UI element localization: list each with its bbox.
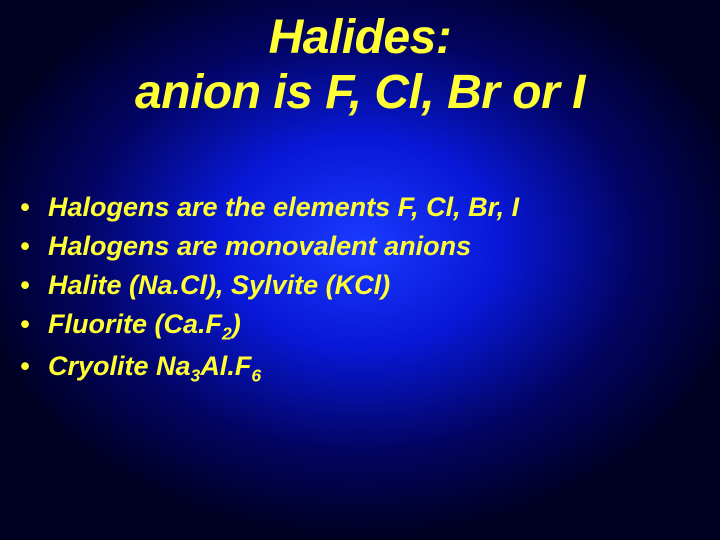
list-item: • Halogens are monovalent anions <box>20 227 700 266</box>
bullet-list: • Halogens are the elements F, Cl, Br, I… <box>20 188 700 389</box>
list-item: • Halogens are the elements F, Cl, Br, I <box>20 188 700 227</box>
title-line-2: anion is F, Cl, Br or I <box>135 66 585 119</box>
bullet-icon: • <box>20 347 48 386</box>
title-line-1: Halides: <box>269 11 452 64</box>
bullet-text: Halite (Na.Cl), Sylvite (KCl) <box>48 266 390 305</box>
bullet-icon: • <box>20 305 48 344</box>
bullet-icon: • <box>20 227 48 266</box>
list-item: • Cryolite Na3Al.F6 <box>20 347 700 389</box>
list-item: • Fluorite (Ca.F2) <box>20 305 700 347</box>
bullet-text: Halogens are the elements F, Cl, Br, I <box>48 188 519 227</box>
bullet-text: Halogens are monovalent anions <box>48 227 471 266</box>
bullet-icon: • <box>20 188 48 227</box>
list-item: • Halite (Na.Cl), Sylvite (KCl) <box>20 266 700 305</box>
bullet-icon: • <box>20 266 48 305</box>
slide-title: Halides: anion is F, Cl, Br or I <box>0 10 720 120</box>
bullet-text: Cryolite Na3Al.F6 <box>48 347 261 389</box>
bullet-text: Fluorite (Ca.F2) <box>48 305 241 347</box>
slide: Halides: anion is F, Cl, Br or I • Halog… <box>0 0 720 540</box>
